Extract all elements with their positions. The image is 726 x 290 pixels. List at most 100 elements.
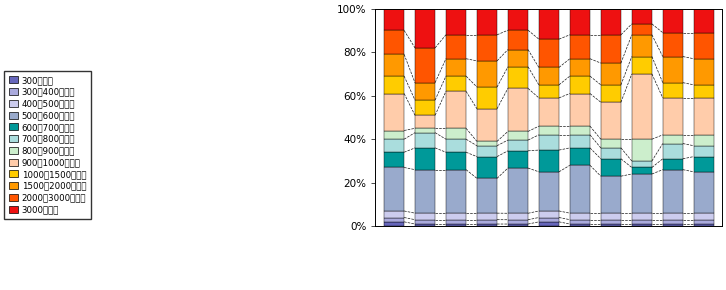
Bar (446, 128, 466, 139)
Bar (632, 220, 652, 224)
Bar (663, 57, 683, 83)
Bar (539, 126, 559, 135)
Bar (477, 142, 497, 146)
Bar (508, 30, 528, 50)
Bar (632, 174, 652, 213)
Bar (446, 139, 466, 152)
Bar (663, 220, 683, 224)
Bar (694, 98, 714, 135)
Bar (539, 9, 559, 39)
Bar (663, 9, 683, 33)
Bar (663, 135, 683, 144)
Bar (694, 220, 714, 224)
Bar (477, 146, 497, 157)
Bar (539, 67, 559, 85)
Bar (663, 144, 683, 159)
Bar (601, 102, 621, 139)
Bar (446, 170, 466, 213)
Bar (446, 91, 466, 128)
Bar (632, 213, 652, 220)
Bar (508, 220, 528, 224)
Bar (446, 152, 466, 170)
Bar (601, 9, 621, 35)
Bar (570, 126, 590, 135)
Bar (601, 176, 621, 213)
Bar (694, 9, 714, 33)
Bar (384, 211, 404, 218)
Bar (446, 213, 466, 220)
Bar (539, 98, 559, 126)
Bar (508, 67, 528, 88)
Bar (601, 213, 621, 220)
Bar (508, 88, 528, 131)
Bar (384, 152, 404, 168)
Bar (601, 139, 621, 148)
Bar (446, 76, 466, 91)
Bar (663, 98, 683, 135)
Bar (694, 213, 714, 220)
Bar (415, 133, 435, 148)
Bar (415, 83, 435, 100)
Bar (632, 9, 652, 24)
Bar (663, 159, 683, 170)
Bar (570, 135, 590, 148)
Bar (663, 33, 683, 57)
Bar (384, 93, 404, 130)
Bar (415, 100, 435, 115)
Bar (539, 39, 559, 68)
Bar (601, 220, 621, 224)
Bar (632, 35, 652, 57)
Bar (384, 9, 404, 30)
Bar (601, 35, 621, 63)
Bar (570, 76, 590, 93)
Bar (477, 213, 497, 220)
Bar (570, 9, 590, 35)
Bar (601, 148, 621, 159)
Legend: 300円未満, 300〜400円未満, 400〜500円未満, 500〜600円未満, 600〜700円未満, 700〜800円未満, 800〜900円未満, : 300円未満, 300〜400円未満, 400〜500円未満, 500〜600円… (4, 71, 91, 219)
Bar (508, 140, 528, 151)
Bar (570, 93, 590, 126)
Bar (694, 157, 714, 172)
Bar (477, 157, 497, 178)
Bar (415, 224, 435, 226)
Bar (384, 30, 404, 55)
Bar (694, 33, 714, 59)
Bar (632, 57, 652, 74)
Bar (508, 224, 528, 226)
Bar (508, 131, 528, 140)
Bar (477, 109, 497, 142)
Bar (384, 76, 404, 93)
Bar (601, 85, 621, 102)
Bar (384, 222, 404, 226)
Bar (446, 9, 466, 35)
Bar (663, 83, 683, 98)
Bar (477, 9, 497, 35)
Bar (477, 87, 497, 109)
Bar (415, 220, 435, 224)
Bar (415, 148, 435, 170)
Bar (384, 218, 404, 222)
Bar (415, 9, 435, 48)
Bar (415, 170, 435, 213)
Bar (446, 224, 466, 226)
Bar (601, 224, 621, 226)
Bar (694, 59, 714, 85)
Bar (632, 24, 652, 35)
Bar (694, 172, 714, 213)
Bar (539, 211, 559, 218)
Bar (415, 48, 435, 83)
Bar (570, 165, 590, 213)
Bar (539, 222, 559, 226)
Bar (508, 151, 528, 168)
Bar (539, 150, 559, 172)
Bar (446, 35, 466, 59)
Bar (570, 220, 590, 224)
Bar (570, 35, 590, 59)
Bar (601, 63, 621, 85)
Bar (570, 148, 590, 165)
Bar (384, 139, 404, 152)
Bar (477, 35, 497, 61)
Bar (694, 146, 714, 157)
Bar (539, 218, 559, 222)
Bar (415, 213, 435, 220)
